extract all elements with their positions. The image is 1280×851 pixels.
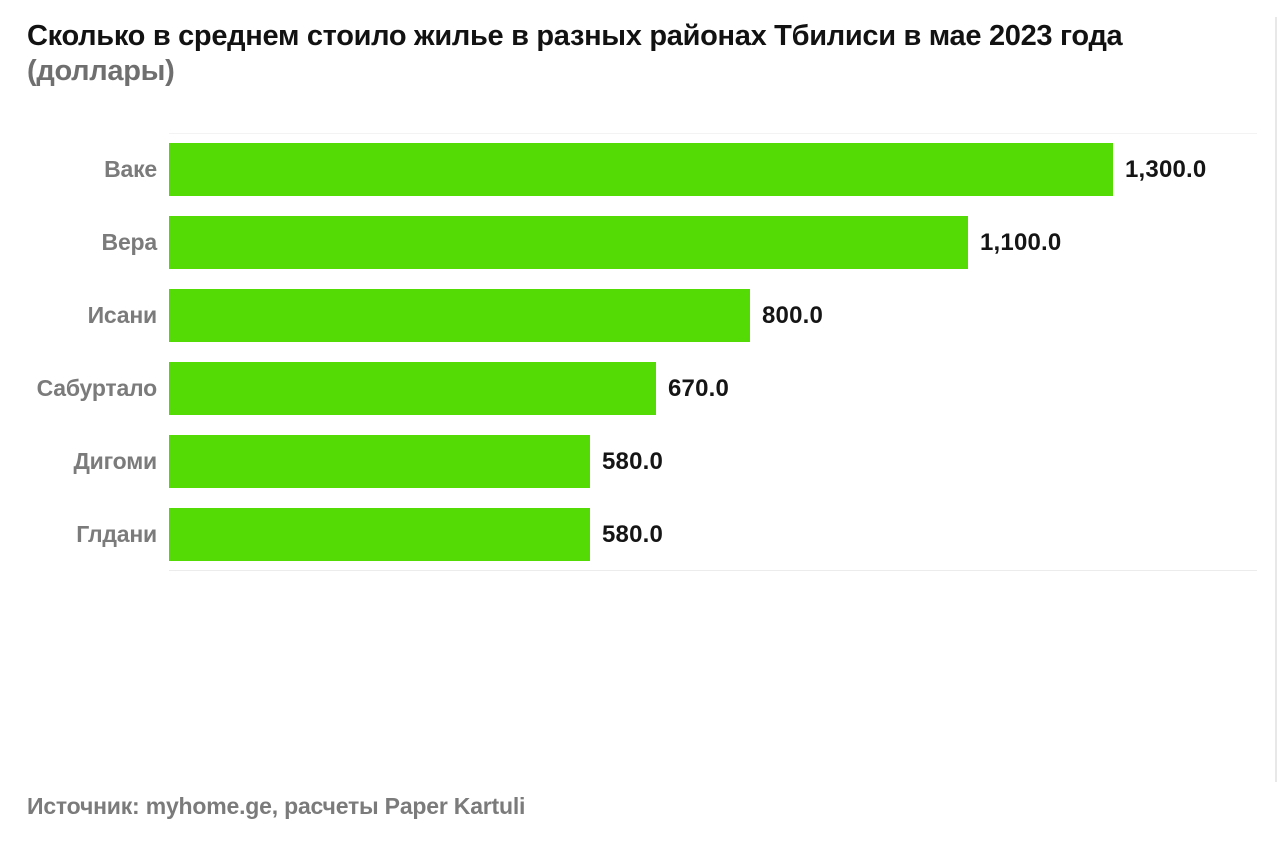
bar	[169, 289, 750, 342]
bar-row: Глдани 580.0	[0, 508, 1280, 561]
chart-title: Сколько в среднем стоило жилье в разных …	[27, 19, 1123, 89]
bar	[169, 435, 590, 488]
bar-row: Вера 1,100.0	[0, 216, 1280, 269]
value-label: 580.0	[602, 521, 664, 548]
bar	[169, 362, 656, 415]
category-label: Исани	[87, 302, 158, 328]
bar	[169, 508, 590, 561]
value-label: 800.0	[762, 302, 824, 329]
chart-subtitle: (доллары)	[27, 55, 175, 87]
category-label: Вера	[101, 229, 158, 255]
bar-row: Исани 800.0	[0, 289, 1280, 342]
bar	[169, 143, 1113, 196]
axis-baseline	[169, 570, 1257, 571]
axis-top-line	[169, 133, 1257, 134]
scrollbar-track	[1275, 17, 1277, 782]
source-text: Источник: myhome.ge, расчеты Paper Kartu…	[27, 793, 526, 819]
chart-title-line1: Сколько в среднем стоило жилье в разных …	[27, 20, 1123, 52]
bar-row: Дигоми 580.0	[0, 435, 1280, 488]
value-label: 580.0	[602, 448, 664, 475]
bar	[169, 216, 968, 269]
bar-row: Сабуртало 670.0	[0, 362, 1280, 415]
category-label: Сабуртало	[36, 375, 158, 401]
bar-row: Ваке 1,300.0	[0, 143, 1280, 196]
category-label: Дигоми	[73, 448, 157, 474]
value-label: 1,300.0	[1125, 156, 1207, 183]
value-label: 670.0	[668, 375, 730, 402]
category-label: Глдани	[76, 521, 157, 547]
category-label: Ваке	[104, 156, 157, 182]
value-label: 1,100.0	[980, 229, 1062, 256]
